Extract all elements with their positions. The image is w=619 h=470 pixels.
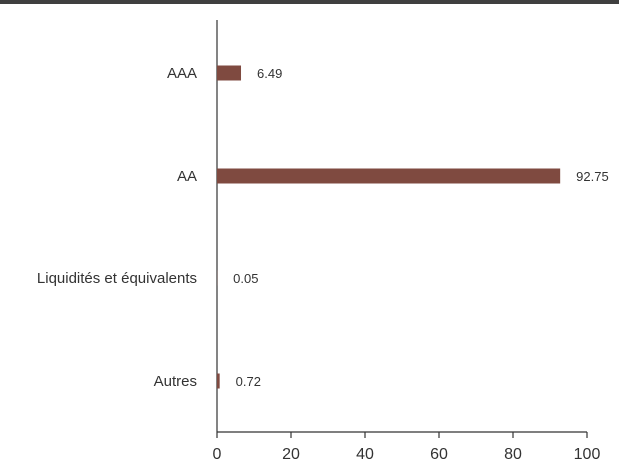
category-label: Autres [154, 373, 197, 390]
bar [217, 373, 220, 389]
bar [217, 168, 561, 184]
data-label: 92.75 [576, 169, 609, 184]
x-tick-label: 60 [430, 446, 448, 463]
chart-marks: AAA 6.49 AA 92.75 Liquidités et équivalents 0… [37, 65, 609, 463]
data-label: 0.05 [233, 271, 258, 286]
data-label: 6.49 [257, 66, 282, 81]
x-tick-label: 40 [356, 446, 374, 463]
x-tick-label: 80 [504, 446, 522, 463]
x-tick-label: 100 [574, 446, 601, 463]
x-tick-label: 0 [213, 446, 222, 463]
data-label: 0.72 [236, 374, 261, 389]
category-label: AAA [167, 65, 197, 82]
bar [217, 65, 242, 81]
x-tick-label: 20 [282, 446, 300, 463]
top-rule [0, 0, 619, 4]
category-label: Liquidités et équivalents [37, 270, 197, 287]
category-label: AA [177, 168, 197, 185]
